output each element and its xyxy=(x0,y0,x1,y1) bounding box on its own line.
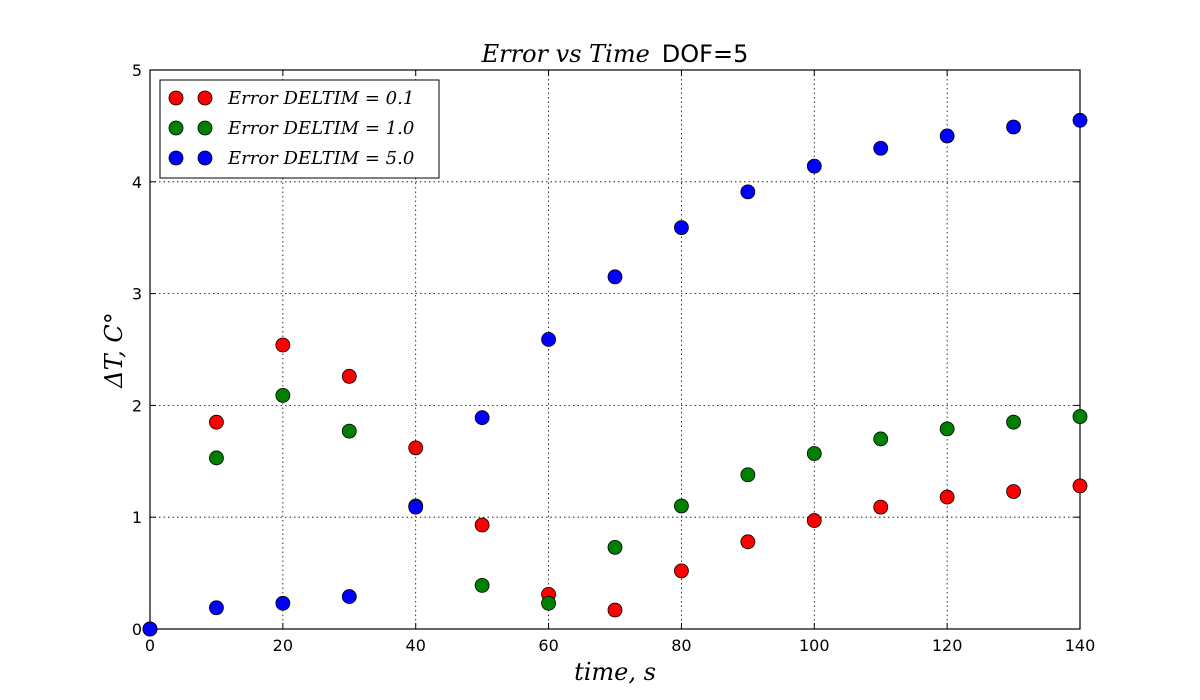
chart-title-italic: Error vs Time xyxy=(481,40,650,68)
data-point xyxy=(674,220,689,236)
legend-entry-0: Error DELTIM = 0.1 xyxy=(168,88,414,109)
legend-marker-2b xyxy=(197,150,213,166)
data-point xyxy=(1006,484,1021,499)
x-tick-label: 80 xyxy=(671,636,691,655)
chart-title-plain: DOF=5 xyxy=(662,40,749,68)
y-axis-label: ΔT, C° xyxy=(100,312,128,388)
data-point xyxy=(607,269,623,285)
data-point xyxy=(939,489,955,505)
legend-label-1: Error DELTIM = 1.0 xyxy=(227,118,414,139)
data-point xyxy=(1072,112,1088,128)
data-point xyxy=(341,589,357,604)
data-point xyxy=(541,332,556,347)
data-point xyxy=(408,440,424,456)
legend-label-2: Error DELTIM = 5.0 xyxy=(227,148,414,169)
data-point xyxy=(806,158,822,174)
data-point xyxy=(740,467,756,483)
data-point xyxy=(873,431,889,447)
y-tick-label: 2 xyxy=(132,396,142,415)
data-point xyxy=(408,499,424,515)
data-point xyxy=(341,423,357,439)
data-point xyxy=(806,446,822,461)
legend-marker-1a xyxy=(168,120,184,136)
legend-marker-0b xyxy=(197,90,213,106)
x-axis-label: time, s xyxy=(574,658,656,686)
data-point xyxy=(873,140,889,156)
y-tick-label: 0 xyxy=(132,620,142,639)
legend-marker-0a xyxy=(168,90,184,106)
series-1 xyxy=(142,387,1088,637)
legend: Error DELTIM = 0.1 Error DELTIM = 1.0 Er… xyxy=(159,79,440,179)
x-tick-label: 40 xyxy=(406,636,426,655)
chart-title: Error vs Time DOF=5 xyxy=(481,40,749,68)
x-tick-label: 140 xyxy=(1065,636,1096,655)
data-point xyxy=(740,534,756,550)
plot-area-frame xyxy=(149,69,1081,630)
x-tick-label: 20 xyxy=(273,636,293,655)
legend-marker-2a xyxy=(168,150,184,166)
data-point xyxy=(939,421,955,437)
data-point xyxy=(1072,409,1088,424)
data-point xyxy=(209,450,224,466)
data-point xyxy=(1006,414,1021,430)
series-2 xyxy=(142,112,1088,637)
tick-labels: 0 20 40 60 80 100 120 140 0 1 2 3 4 5 xyxy=(132,61,1095,655)
data-point xyxy=(275,337,291,353)
data-point xyxy=(607,602,623,618)
ticks xyxy=(149,69,1081,630)
data-point xyxy=(674,498,689,514)
legend-entry-2: Error DELTIM = 5.0 xyxy=(168,148,414,169)
data-point xyxy=(873,499,889,515)
data-point xyxy=(341,368,357,384)
y-tick-label: 3 xyxy=(132,285,142,304)
x-tick-label: 120 xyxy=(932,636,963,655)
data-points xyxy=(142,112,1088,637)
data-point xyxy=(142,621,158,637)
legend-label-0: Error DELTIM = 0.1 xyxy=(227,88,414,109)
y-tick-label: 4 xyxy=(132,173,142,192)
data-point xyxy=(1006,119,1021,135)
data-point xyxy=(541,595,556,611)
data-point xyxy=(740,184,756,200)
data-point xyxy=(474,410,490,426)
data-point xyxy=(674,563,689,579)
data-point xyxy=(209,600,224,616)
legend-entry-1: Error DELTIM = 1.0 xyxy=(168,118,414,139)
x-tick-label: 100 xyxy=(799,636,830,655)
data-point xyxy=(607,539,623,555)
data-point xyxy=(275,595,291,611)
data-point xyxy=(939,128,955,144)
y-tick-label: 5 xyxy=(132,61,142,80)
y-tick-label: 1 xyxy=(132,508,142,527)
data-point xyxy=(474,517,490,533)
data-point xyxy=(209,414,224,430)
data-point xyxy=(474,577,490,593)
data-point xyxy=(806,513,822,528)
data-point xyxy=(1072,478,1088,494)
x-tick-label: 60 xyxy=(538,636,558,655)
legend-marker-1b xyxy=(197,120,213,136)
data-point xyxy=(275,387,291,403)
x-tick-label: 0 xyxy=(145,636,155,655)
